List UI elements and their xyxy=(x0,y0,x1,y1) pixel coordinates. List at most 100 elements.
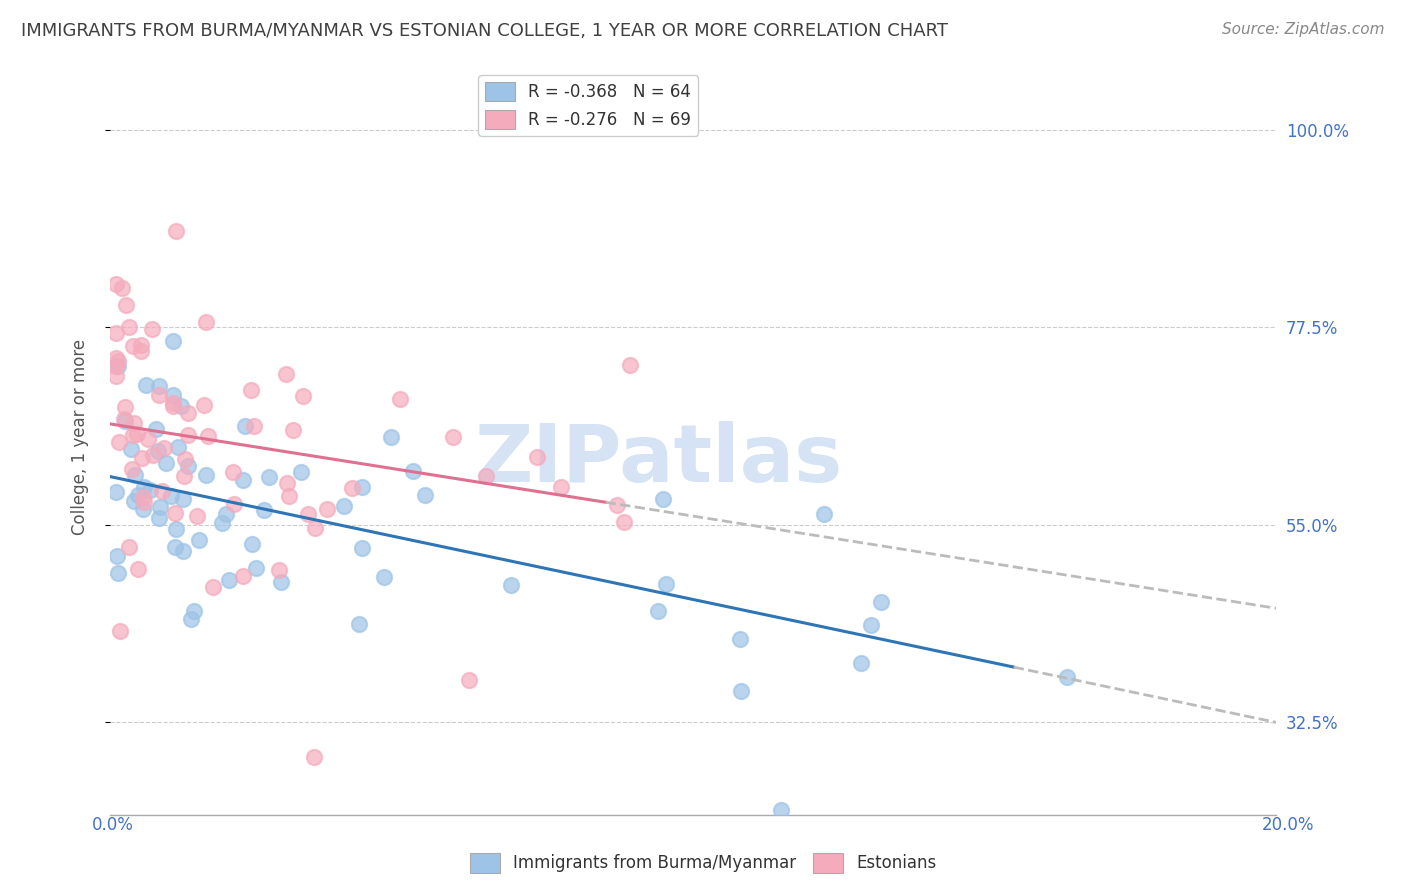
Point xyxy=(122,416,145,430)
Point xyxy=(172,543,194,558)
Point xyxy=(233,419,256,434)
Point xyxy=(150,483,173,498)
Point xyxy=(202,580,225,594)
Point xyxy=(197,429,219,443)
Point xyxy=(138,483,160,497)
Point xyxy=(145,422,167,436)
Point xyxy=(281,423,304,437)
Point xyxy=(215,507,238,521)
Point xyxy=(142,448,165,462)
Point xyxy=(606,498,628,512)
Point xyxy=(347,617,370,632)
Point xyxy=(121,461,143,475)
Point xyxy=(127,562,149,576)
Point xyxy=(170,399,193,413)
Point xyxy=(177,406,200,420)
Point xyxy=(849,656,872,670)
Point xyxy=(352,541,374,556)
Text: Source: ZipAtlas.com: Source: ZipAtlas.com xyxy=(1222,22,1385,37)
Point xyxy=(122,494,145,508)
Text: 0.0%: 0.0% xyxy=(91,816,134,834)
Point xyxy=(499,578,522,592)
Point xyxy=(269,563,291,577)
Point xyxy=(107,359,129,374)
Point xyxy=(728,632,751,647)
Text: ZIPatlas: ZIPatlas xyxy=(474,421,842,499)
Point xyxy=(104,351,127,366)
Point xyxy=(141,322,163,336)
Point xyxy=(162,334,184,348)
Point xyxy=(165,523,187,537)
Point xyxy=(380,430,402,444)
Point xyxy=(105,549,128,563)
Point xyxy=(292,389,315,403)
Point xyxy=(155,456,177,470)
Point xyxy=(159,489,181,503)
Point xyxy=(253,502,276,516)
Point xyxy=(730,683,752,698)
Point xyxy=(146,443,169,458)
Point xyxy=(859,618,882,632)
Point xyxy=(172,491,194,506)
Point xyxy=(304,521,326,535)
Point xyxy=(413,487,436,501)
Point xyxy=(111,281,134,295)
Point xyxy=(165,224,187,238)
Point xyxy=(107,566,129,580)
Point xyxy=(526,450,548,465)
Y-axis label: College, 1 year or more: College, 1 year or more xyxy=(72,339,89,535)
Point xyxy=(195,468,218,483)
Point xyxy=(148,379,170,393)
Point xyxy=(218,574,240,588)
Point xyxy=(118,320,141,334)
Point xyxy=(124,467,146,482)
Point xyxy=(475,469,498,483)
Point xyxy=(243,418,266,433)
Point xyxy=(224,497,246,511)
Point xyxy=(114,414,136,428)
Point xyxy=(108,434,131,449)
Point xyxy=(458,673,481,687)
Point xyxy=(373,570,395,584)
Point xyxy=(125,426,148,441)
Point xyxy=(136,432,159,446)
Point xyxy=(193,398,215,412)
Point xyxy=(180,612,202,626)
Point xyxy=(342,481,364,495)
Point xyxy=(619,358,641,372)
Point xyxy=(177,427,200,442)
Point xyxy=(131,338,153,352)
Point xyxy=(148,388,170,402)
Point xyxy=(104,359,127,373)
Point xyxy=(107,353,129,368)
Point xyxy=(131,450,153,465)
Point xyxy=(129,344,152,359)
Point xyxy=(104,326,127,340)
Point xyxy=(232,569,254,583)
Point xyxy=(104,368,127,383)
Point xyxy=(162,400,184,414)
Point xyxy=(173,469,195,483)
Point xyxy=(188,533,211,547)
Point xyxy=(274,368,297,382)
Point xyxy=(257,470,280,484)
Point xyxy=(1056,670,1078,684)
Point xyxy=(278,489,301,503)
Point xyxy=(132,501,155,516)
Point xyxy=(245,561,267,575)
Point xyxy=(163,506,186,520)
Point xyxy=(121,428,143,442)
Point xyxy=(316,502,339,516)
Point xyxy=(813,507,835,521)
Point xyxy=(276,475,298,490)
Point xyxy=(302,750,325,764)
Point xyxy=(232,473,254,487)
Point xyxy=(211,516,233,530)
Point xyxy=(115,297,138,311)
Point xyxy=(350,479,373,493)
Point xyxy=(114,400,136,414)
Text: 20.0%: 20.0% xyxy=(1263,816,1315,834)
Point xyxy=(135,378,157,392)
Legend: R = -0.368   N = 64, R = -0.276   N = 69: R = -0.368 N = 64, R = -0.276 N = 69 xyxy=(478,76,697,136)
Point xyxy=(148,511,170,525)
